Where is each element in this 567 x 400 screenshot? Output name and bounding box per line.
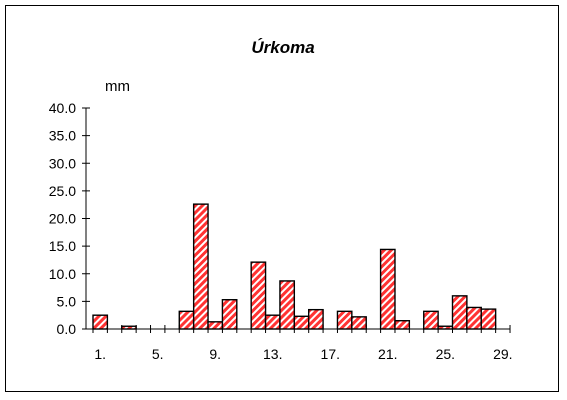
bar-day-12 bbox=[250, 261, 267, 330]
bar-day-7 bbox=[178, 310, 195, 330]
bar-day-13 bbox=[264, 314, 281, 330]
bar-day-24 bbox=[423, 310, 439, 330]
bar-day-9 bbox=[207, 321, 224, 330]
bar-day-27 bbox=[466, 306, 482, 330]
y-tick-label: 35.0 bbox=[49, 128, 76, 144]
chart-title: Úrkoma bbox=[251, 38, 314, 57]
x-tick-label: 9. bbox=[209, 346, 221, 362]
bar-day-22 bbox=[394, 320, 411, 330]
y-tick-label: 25.0 bbox=[49, 183, 76, 199]
bar-day-10 bbox=[221, 299, 238, 330]
y-tick-label: 40.0 bbox=[49, 100, 76, 116]
y-tick-label: 10.0 bbox=[49, 266, 76, 282]
y-tick-label: 30.0 bbox=[49, 155, 76, 171]
x-tick-label: 17. bbox=[321, 346, 340, 362]
bar-day-14 bbox=[279, 280, 296, 330]
bar-day-8 bbox=[192, 203, 209, 330]
x-tick-label: 1. bbox=[94, 346, 106, 362]
bar-day-1 bbox=[92, 314, 109, 330]
y-tick-label: 0.0 bbox=[57, 321, 77, 337]
x-tick-label: 13. bbox=[263, 346, 282, 362]
bar-day-18 bbox=[336, 310, 353, 330]
x-tick-label: 29. bbox=[493, 346, 512, 362]
y-axis-unit: mm bbox=[105, 78, 130, 95]
bar-day-25 bbox=[437, 325, 454, 330]
bar-day-26 bbox=[451, 295, 468, 330]
x-tick-label: 21. bbox=[378, 346, 397, 362]
bar-day-15 bbox=[293, 315, 310, 330]
y-tick-label: 20.0 bbox=[49, 211, 76, 227]
bar-day-19 bbox=[351, 316, 367, 330]
bar-day-28 bbox=[480, 308, 497, 330]
bar-day-3 bbox=[121, 325, 137, 330]
y-tick-label: 15.0 bbox=[49, 238, 76, 254]
y-tick-label: 5.0 bbox=[57, 293, 77, 309]
bar-day-21 bbox=[379, 248, 396, 330]
x-tick-label: 25. bbox=[436, 346, 455, 362]
x-tick-label: 5. bbox=[152, 346, 164, 362]
bar-day-16 bbox=[308, 308, 324, 330]
